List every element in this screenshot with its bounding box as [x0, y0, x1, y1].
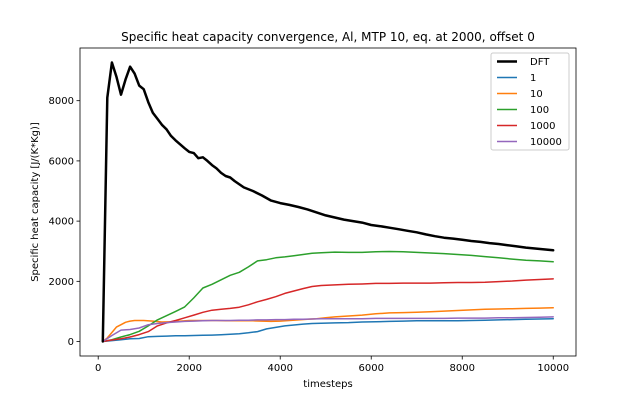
series-line-1 — [102, 317, 554, 343]
series-line-100 — [102, 250, 554, 343]
x-tick-label: 4000 — [267, 363, 292, 374]
legend-entry: 10 — [530, 89, 543, 100]
series-line-10 — [102, 307, 554, 343]
x-tick-label: 0 — [95, 363, 101, 374]
series-line-1000 — [102, 278, 554, 343]
legend-entry: 1 — [530, 73, 536, 84]
x-tick-label: 2000 — [176, 363, 201, 374]
x-tick-label: 8000 — [450, 363, 475, 374]
series-line-10000 — [102, 316, 554, 343]
y-tick-label: 2000 — [49, 277, 74, 288]
legend-entry: 1000 — [530, 121, 555, 132]
legend-entry: 100 — [530, 105, 549, 116]
y-axis-label: Specific heat capacity [J/(K*Kg)] — [30, 122, 41, 282]
chart-title: Specific heat capacity convergence, Al, … — [121, 30, 535, 44]
axes-frame — [79, 47, 577, 357]
y-axis: 0 2000 4000 6000 8000 — [49, 96, 80, 348]
y-tick-label: 6000 — [49, 156, 74, 167]
x-axis: 0 2000 4000 6000 8000 10000 — [95, 356, 569, 374]
legend-entry: 10000 — [530, 137, 562, 148]
legend-entry: DFT — [530, 57, 550, 68]
x-axis-label: timesteps — [303, 379, 352, 390]
y-tick-label: 4000 — [49, 217, 74, 228]
y-tick-label: 0 — [68, 337, 74, 348]
series-line-dft — [101, 61, 555, 343]
y-tick-label: 8000 — [49, 96, 74, 107]
legend: DFT 1 10 100 1000 10000 — [490, 52, 570, 151]
x-tick-label: 10000 — [537, 363, 569, 374]
plot-lines — [101, 61, 555, 343]
x-tick-label: 6000 — [359, 363, 384, 374]
